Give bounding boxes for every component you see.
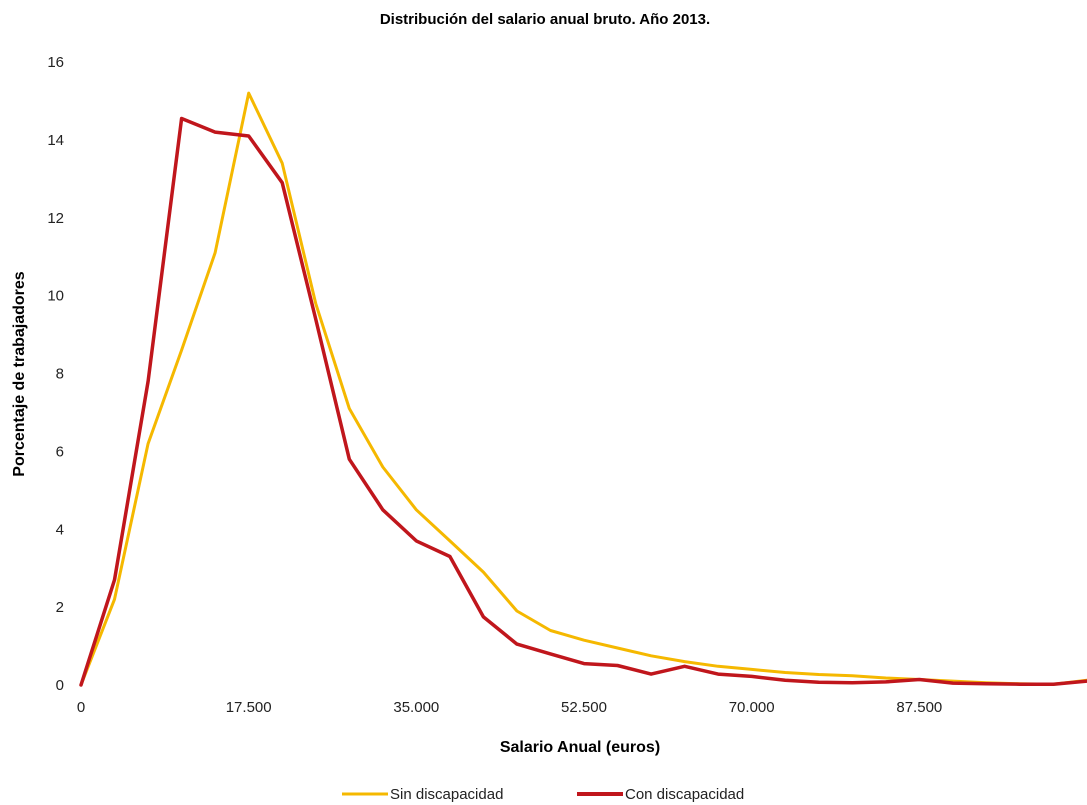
x-tick-label: 52.500 xyxy=(561,699,607,716)
legend: Sin discapacidad Con discapacidad xyxy=(342,786,744,803)
plot-area xyxy=(79,91,1087,687)
y-tick-label: 12 xyxy=(47,210,64,227)
x-tick-label: 17.500 xyxy=(226,699,272,716)
y-tick-label: 10 xyxy=(47,288,64,305)
x-tick-label: 0 xyxy=(77,699,85,716)
y-tick-label: 16 xyxy=(47,54,64,71)
y-tick-label: 0 xyxy=(56,677,64,694)
y-tick-label: 2 xyxy=(56,599,64,616)
chart-title: Distribución del salario anual bruto. Añ… xyxy=(380,11,710,28)
series-line-con-discapacidad xyxy=(79,116,1087,687)
y-axis-title: Porcentaje de trabajadores xyxy=(11,271,28,477)
x-tick-label: 35.000 xyxy=(393,699,439,716)
y-tick-label: 14 xyxy=(47,132,64,149)
x-axis: 0 17.500 35.000 52.500 70.000 87.500 xyxy=(77,699,942,716)
y-tick-label: 4 xyxy=(56,521,64,538)
legend-label-con-discapacidad: Con discapacidad xyxy=(625,786,744,803)
y-tick-label: 6 xyxy=(56,443,64,460)
legend-label-sin-discapacidad: Sin discapacidad xyxy=(390,786,503,803)
series-line-sin-discapacidad xyxy=(79,91,1087,687)
y-tick-label: 8 xyxy=(56,366,64,383)
x-axis-title: Salario Anual (euros) xyxy=(500,739,660,756)
x-tick-label: 70.000 xyxy=(729,699,775,716)
x-tick-label: 87.500 xyxy=(896,699,942,716)
y-axis: 0 2 4 6 8 10 12 14 16 xyxy=(47,54,64,694)
